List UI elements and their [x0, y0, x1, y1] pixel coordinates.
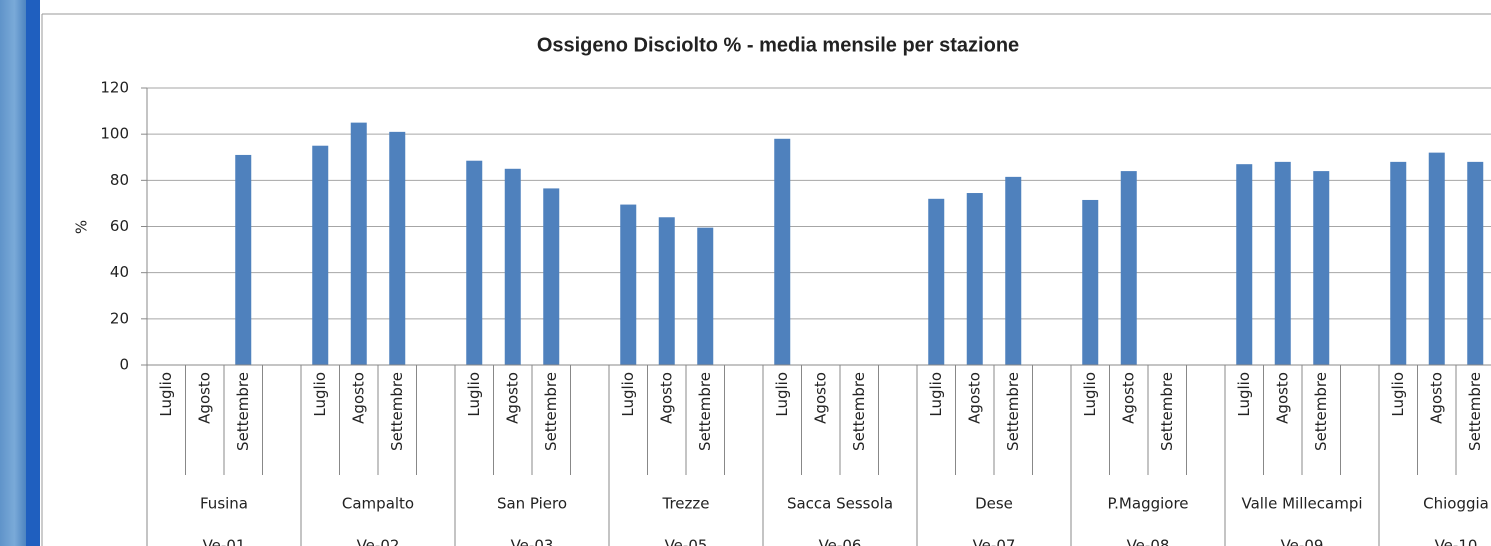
- group-label: P.Maggiore: [1107, 495, 1188, 513]
- bar: [1467, 161, 1484, 365]
- group-label: San Piero: [497, 495, 567, 513]
- bar: [504, 168, 521, 365]
- bar: [1428, 152, 1445, 365]
- month-label: Settembre: [1004, 372, 1022, 451]
- y-tick-label: 120: [100, 79, 129, 97]
- month-label: Luglio: [1389, 372, 1407, 417]
- month-label: Settembre: [234, 372, 252, 451]
- month-label: Luglio: [1235, 372, 1253, 417]
- group-label: Fusina: [200, 495, 248, 513]
- y-tick-label: 60: [110, 217, 129, 235]
- bar: [466, 160, 483, 365]
- month-label: Settembre: [542, 372, 560, 451]
- month-label: Settembre: [696, 372, 714, 451]
- month-label: Luglio: [927, 372, 945, 417]
- group-code: Ve-01: [203, 537, 246, 546]
- group-code: Ve-08: [1127, 537, 1170, 546]
- bar: [774, 138, 791, 365]
- bar: [1120, 171, 1137, 365]
- month-label: Luglio: [773, 372, 791, 417]
- side-stripe: [26, 0, 40, 546]
- bar: [1005, 176, 1022, 365]
- chart-title: Ossigeno Disciolto % - media mensile per…: [537, 34, 1019, 56]
- bar: [966, 193, 983, 365]
- bar: [543, 188, 560, 365]
- group-label: Trezze: [662, 495, 710, 513]
- month-label: Luglio: [619, 372, 637, 417]
- group-code: Ve-07: [973, 537, 1016, 546]
- y-tick-label: 40: [110, 263, 129, 281]
- bar: [1082, 199, 1099, 365]
- group-label: Dese: [975, 495, 1013, 513]
- month-label: Settembre: [1466, 372, 1484, 451]
- bar: [620, 204, 637, 365]
- month-label: Luglio: [1081, 372, 1099, 417]
- side-band: [0, 0, 26, 546]
- group-code: Ve-09: [1281, 537, 1324, 546]
- group-code: Ve-06: [819, 537, 862, 546]
- month-label: Agosto: [195, 372, 213, 424]
- group-code: Ve-10: [1435, 537, 1478, 546]
- bar: [1390, 161, 1407, 365]
- month-label: Settembre: [388, 372, 406, 451]
- bar: [928, 198, 945, 365]
- bar: [658, 217, 675, 365]
- bar: [312, 145, 329, 365]
- bar: [1313, 171, 1330, 365]
- group-label: Chioggia: [1423, 495, 1489, 513]
- month-label: Agosto: [811, 372, 829, 424]
- month-label: Agosto: [503, 372, 521, 424]
- y-tick-label: 100: [100, 125, 129, 143]
- y-tick-label: 20: [110, 309, 129, 327]
- month-label: Settembre: [1158, 372, 1176, 451]
- bar: [389, 131, 406, 365]
- month-label: Agosto: [1427, 372, 1445, 424]
- group-code: Ve-05: [665, 537, 708, 546]
- group-code: Ve-02: [357, 537, 400, 546]
- month-label: Luglio: [157, 372, 175, 417]
- group-label: Campalto: [342, 495, 414, 513]
- month-label: Agosto: [349, 372, 367, 424]
- y-tick-label: 0: [119, 356, 129, 374]
- bar: [1236, 164, 1253, 365]
- month-label: Agosto: [657, 372, 675, 424]
- month-label: Luglio: [465, 372, 483, 417]
- y-axis-label: %: [73, 220, 91, 234]
- bar: [1274, 161, 1291, 365]
- month-label: Luglio: [311, 372, 329, 417]
- month-label: Settembre: [1312, 372, 1330, 451]
- bar: [697, 227, 714, 365]
- y-tick-label: 80: [110, 171, 129, 189]
- month-label: Agosto: [1273, 372, 1291, 424]
- month-label: Agosto: [965, 372, 983, 424]
- group-label: Valle Millecampi: [1241, 495, 1362, 513]
- month-label: Settembre: [850, 372, 868, 451]
- bar: [350, 122, 367, 365]
- month-label: Agosto: [1119, 372, 1137, 424]
- bar: [235, 154, 252, 365]
- group-label: Sacca Sessola: [787, 495, 893, 513]
- group-code: Ve-03: [511, 537, 554, 546]
